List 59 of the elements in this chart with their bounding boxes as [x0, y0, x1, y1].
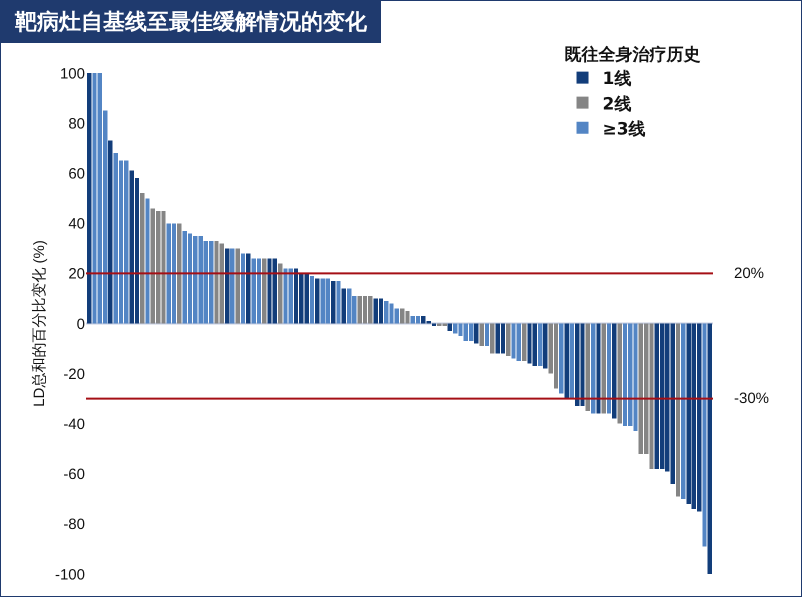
- bar: [230, 248, 235, 324]
- bar: [432, 324, 436, 326]
- y-tick-label: 20: [68, 266, 85, 283]
- bar: [342, 288, 346, 324]
- bar: [506, 324, 510, 356]
- bar: [236, 248, 240, 324]
- bar: [708, 324, 712, 574]
- bar: [586, 324, 590, 412]
- bar: [448, 324, 452, 332]
- y-tick-label: 100: [60, 65, 85, 82]
- y-tick-label: 0: [76, 316, 85, 333]
- bar: [676, 324, 680, 496]
- bar: [602, 324, 606, 414]
- bar: [278, 263, 282, 324]
- bar: [480, 324, 484, 346]
- bar: [564, 324, 569, 399]
- bar: [336, 280, 341, 324]
- legend-label: 1线: [602, 69, 632, 90]
- bar: [702, 324, 707, 546]
- bar: [596, 324, 601, 414]
- legend-title: 既往全身治疗历史: [564, 45, 701, 66]
- bar: [310, 276, 314, 324]
- bar: [543, 324, 548, 369]
- bar: [140, 193, 144, 324]
- bar: [606, 324, 612, 414]
- y-tick-label: 80: [68, 115, 85, 132]
- bar: [315, 278, 320, 324]
- bar: [108, 140, 113, 324]
- bar: [617, 324, 622, 424]
- bar: [262, 258, 266, 324]
- ref-line-label: -30%: [734, 390, 770, 407]
- bar: [570, 324, 574, 399]
- bar: [490, 324, 494, 354]
- legend-label: ≥3线: [602, 119, 646, 140]
- chart-title: 靶病灶自基线至最佳缓解情况的变化: [1, 1, 381, 43]
- bar: [538, 324, 542, 366]
- legend-label: 2线: [602, 94, 632, 114]
- ref-line-label: 20%: [734, 265, 764, 282]
- y-tick-label: -100: [54, 566, 85, 584]
- bar: [559, 324, 564, 394]
- bar: [590, 324, 596, 414]
- y-tick-label: 60: [68, 165, 85, 182]
- bar: [522, 324, 526, 362]
- bar: [484, 324, 490, 346]
- y-tick-label: -60: [63, 466, 85, 484]
- bar: [246, 253, 250, 324]
- bar: [612, 324, 617, 419]
- bar: [87, 73, 92, 324]
- y-axis-title: LD总和的百分比变化 (%): [31, 240, 48, 407]
- bar: [145, 198, 150, 324]
- y-tick-label: -80: [63, 516, 85, 534]
- y-tick-label: -40: [63, 416, 85, 433]
- bar: [331, 280, 336, 324]
- bar: [474, 324, 479, 344]
- y-tick-label: 40: [68, 216, 85, 233]
- bar: [224, 248, 230, 324]
- bar: [177, 223, 182, 324]
- y-tick-label: -20: [63, 366, 85, 383]
- bar: [681, 324, 686, 499]
